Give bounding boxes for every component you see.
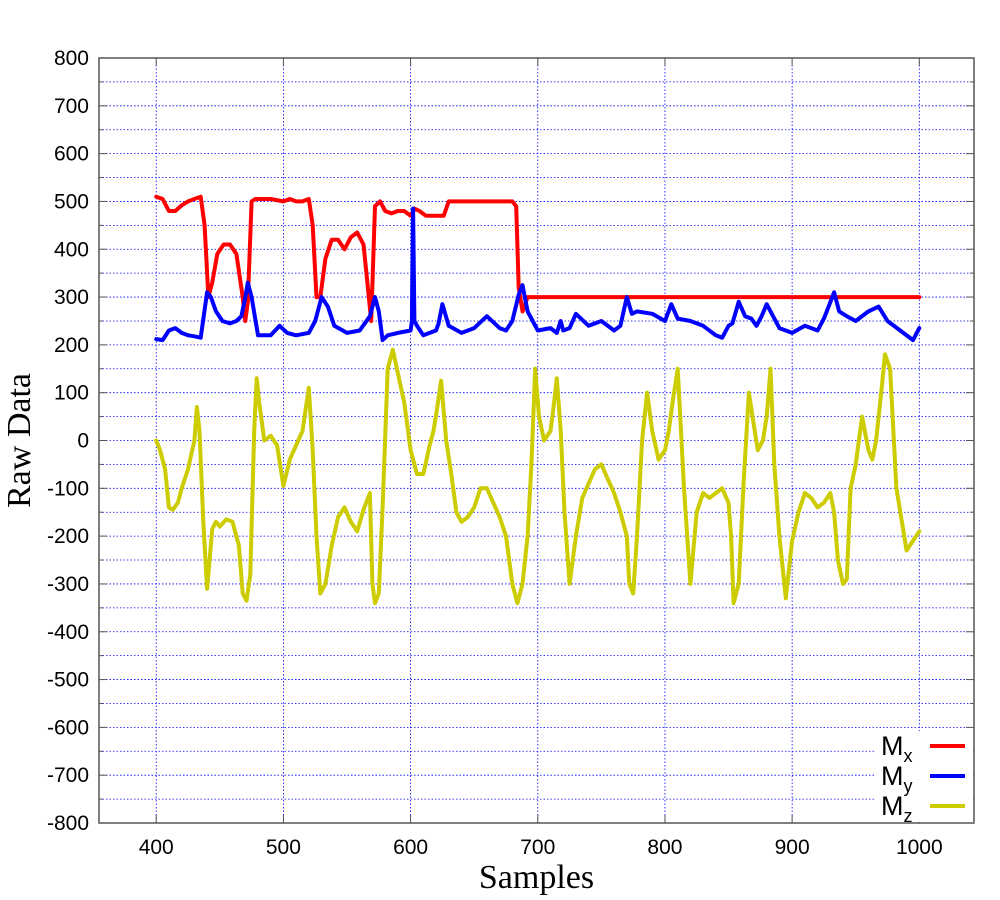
x-tick-label: 400 — [139, 836, 174, 859]
series-lines — [154, 194, 922, 606]
y-tick-label: -200 — [47, 525, 89, 548]
y-tick-label: -700 — [47, 764, 89, 787]
y-tick-label: -500 — [47, 669, 89, 692]
y-tick-label: 500 — [54, 190, 89, 213]
y-tick-label: 800 — [54, 47, 89, 70]
axis-ticks: 400 500 600 700 800 900 1000-800-700-600-500-4… — [47, 47, 974, 859]
x-tick-label: 1000 — [896, 836, 943, 859]
series-line-my — [154, 206, 922, 343]
x-tick-label: 800 — [647, 836, 682, 859]
y-tick-label: 400 — [54, 238, 89, 261]
y-tick-label: 100 — [54, 382, 89, 405]
series-line-mz — [154, 347, 922, 606]
y-tick-label: -300 — [47, 573, 89, 596]
x-tick-label: 700 — [520, 836, 555, 859]
y-tick-label: 300 — [54, 286, 89, 309]
y-axis-title: Raw Data — [1, 373, 38, 508]
y-tick-label: -600 — [47, 716, 89, 739]
y-tick-label: 0 — [77, 430, 89, 453]
y-tick-label: 700 — [54, 95, 89, 118]
legend-label-mx: Mx — [881, 731, 913, 766]
y-tick-label: -800 — [47, 812, 89, 835]
legend-label-my: My — [881, 761, 913, 796]
x-tick-label: 500 — [266, 836, 301, 859]
y-tick-label: 200 — [54, 334, 89, 357]
x-tick-label: 600 — [393, 836, 428, 859]
y-tick-label: -100 — [47, 477, 89, 500]
x-tick-label: 900 — [775, 836, 810, 859]
y-tick-label: -400 — [47, 621, 89, 644]
grid-lines — [99, 58, 974, 823]
y-tick-label: 600 — [54, 143, 89, 166]
series-line-mx — [154, 194, 922, 323]
x-axis-title: Samples — [479, 859, 594, 896]
legend-label-mz: Mz — [881, 791, 913, 826]
